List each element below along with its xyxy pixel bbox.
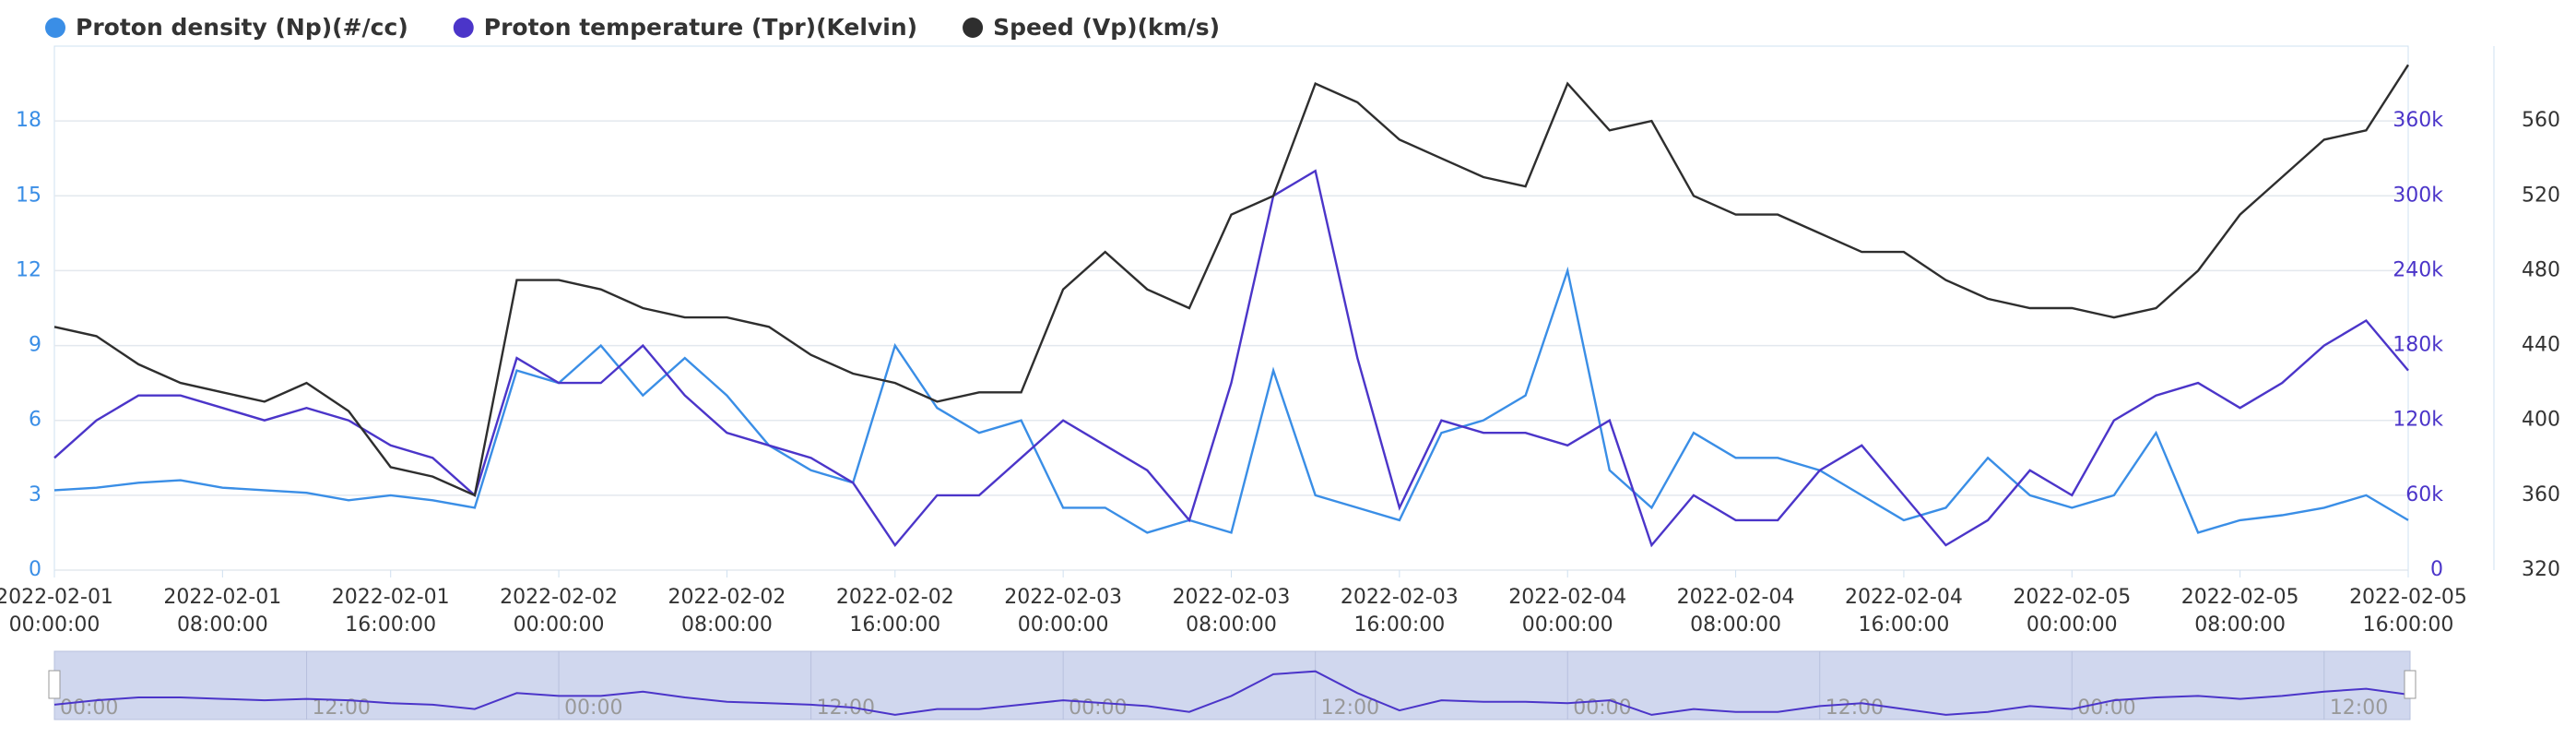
x-tick-label-line: 08:00:00 bbox=[177, 613, 268, 637]
x-tick-label: 2022-02-02 08:00:00 bbox=[668, 586, 786, 637]
x-tick-label: 2022-02-04 00:00:00 bbox=[1508, 586, 1626, 637]
x-tick-label-line: 2022-02-03 bbox=[1004, 586, 1122, 609]
x-tick-label-line: 16:00:00 bbox=[345, 613, 436, 637]
legend-label: Proton temperature (Tpr)(Kelvin) bbox=[484, 14, 917, 41]
x-tick-label-line: 2022-02-04 bbox=[1508, 586, 1626, 609]
y-tick-label: 120k bbox=[2393, 409, 2443, 432]
y-tick-label: 520 bbox=[2522, 184, 2560, 207]
x-tick-label: 2022-02-01 00:00:00 bbox=[0, 586, 113, 637]
y-tick-label: 440 bbox=[2522, 334, 2560, 357]
x-tick-label-line: 00:00:00 bbox=[1018, 613, 1109, 637]
legend-marker bbox=[45, 18, 65, 38]
x-tick-label-line: 2022-02-03 bbox=[1341, 586, 1459, 609]
series-line bbox=[53, 169, 2409, 548]
y-tick-label: 180k bbox=[2393, 334, 2443, 357]
y-tick-label: 320 bbox=[2522, 558, 2560, 581]
x-tick-label-line: 00:00:00 bbox=[9, 613, 100, 637]
y-tick-label: 300k bbox=[2393, 184, 2443, 207]
x-tick-label-line: 00:00:00 bbox=[2027, 613, 2118, 637]
series-line bbox=[53, 64, 2410, 497]
navigator[interactable] bbox=[53, 650, 2411, 720]
y-tick-label: 560 bbox=[2522, 109, 2560, 132]
x-tick-label-line: 00:00:00 bbox=[1522, 613, 1613, 637]
x-tick-label-line: 08:00:00 bbox=[1186, 613, 1277, 637]
legend-marker bbox=[963, 18, 984, 38]
x-tick-label: 2022-02-01 08:00:00 bbox=[163, 586, 281, 637]
x-tick-label: 2022-02-04 16:00:00 bbox=[1845, 586, 1963, 637]
x-tick-label-line: 2022-02-05 bbox=[2181, 586, 2299, 609]
x-tick-label: 2022-02-03 16:00:00 bbox=[1341, 586, 1459, 637]
x-tick-label: 2022-02-02 16:00:00 bbox=[836, 586, 954, 637]
x-tick-label-line: 2022-02-01 bbox=[0, 586, 113, 609]
legend-marker bbox=[453, 18, 474, 38]
x-tick-label-line: 16:00:00 bbox=[849, 613, 940, 637]
x-tick-label: 2022-02-05 00:00:00 bbox=[2013, 586, 2131, 637]
x-tick-label: 2022-02-03 00:00:00 bbox=[1004, 586, 1122, 637]
y-tick-label: 400 bbox=[2522, 409, 2560, 432]
navigator-label: 12:00 bbox=[1321, 696, 1379, 720]
y-tick-label: 12 bbox=[16, 258, 41, 281]
navigator-handle[interactable] bbox=[2404, 670, 2416, 699]
x-tick-label-line: 16:00:00 bbox=[2363, 613, 2454, 637]
x-tick-label-line: 2022-02-04 bbox=[1677, 586, 1795, 609]
series-line bbox=[53, 266, 2409, 534]
x-tick-label-line: 2022-02-01 bbox=[332, 586, 450, 609]
legend-label: Proton density (Np)(#/cc) bbox=[76, 14, 408, 41]
x-tick-label-line: 00:00:00 bbox=[514, 613, 605, 637]
x-tick-label-line: 2022-02-04 bbox=[1845, 586, 1963, 609]
navigator-handle[interactable] bbox=[48, 670, 61, 699]
x-tick-label-line: 08:00:00 bbox=[2194, 613, 2286, 637]
y-tick-label: 18 bbox=[16, 109, 41, 132]
navigator-label: 12:00 bbox=[2330, 696, 2388, 720]
x-tick-label: 2022-02-01 16:00:00 bbox=[332, 586, 450, 637]
y-tick-label: 0 bbox=[2430, 558, 2443, 581]
x-tick-label-line: 2022-02-02 bbox=[836, 586, 954, 609]
y-tick-label: 60k bbox=[2405, 483, 2443, 506]
x-tick-label-line: 2022-02-05 bbox=[2013, 586, 2131, 609]
y-tick-label: 9 bbox=[29, 334, 41, 357]
navigator-label: 00:00 bbox=[564, 696, 622, 720]
x-tick-label: 2022-02-05 08:00:00 bbox=[2181, 586, 2299, 637]
y-tick-label: 3 bbox=[29, 483, 41, 506]
y-tick-label: 360 bbox=[2522, 483, 2560, 506]
x-tick-label-line: 2022-02-03 bbox=[1173, 586, 1291, 609]
y-tick-label: 6 bbox=[29, 409, 41, 432]
x-tick-label-line: 2022-02-02 bbox=[500, 586, 618, 609]
navigator-label: 00:00 bbox=[1069, 696, 1127, 720]
x-tick-label-line: 2022-02-05 bbox=[2349, 586, 2467, 609]
x-tick-label-line: 16:00:00 bbox=[1353, 613, 1445, 637]
x-tick-label-line: 2022-02-01 bbox=[163, 586, 281, 609]
x-tick-label: 2022-02-03 08:00:00 bbox=[1173, 586, 1291, 637]
y-tick-label: 240k bbox=[2393, 258, 2443, 281]
x-tick-label: 2022-02-04 08:00:00 bbox=[1677, 586, 1795, 637]
x-tick-label-line: 16:00:00 bbox=[1859, 613, 1950, 637]
navigator-line bbox=[53, 670, 2409, 716]
y-tick-label: 0 bbox=[29, 558, 41, 581]
y-tick-label: 15 bbox=[16, 184, 41, 207]
x-tick-label-line: 08:00:00 bbox=[1690, 613, 1781, 637]
y-tick-label: 480 bbox=[2522, 258, 2560, 281]
legend-label: Speed (Vp)(km/s) bbox=[993, 14, 1220, 41]
y-tick-label: 360k bbox=[2393, 109, 2443, 132]
x-tick-label-line: 2022-02-02 bbox=[668, 586, 786, 609]
x-tick-label-line: 08:00:00 bbox=[681, 613, 773, 637]
navigator-label: 12:00 bbox=[817, 696, 875, 720]
navigator-label: 12:00 bbox=[1826, 696, 1884, 720]
x-tick-label: 2022-02-05 16:00:00 bbox=[2349, 586, 2467, 637]
x-tick-label: 2022-02-02 00:00:00 bbox=[500, 586, 618, 637]
